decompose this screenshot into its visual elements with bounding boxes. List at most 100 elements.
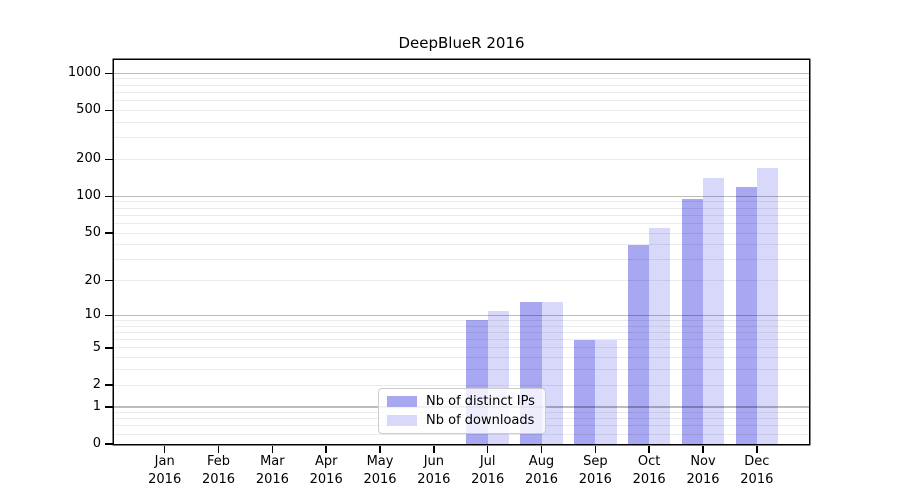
x-tick-month: Jan — [154, 454, 175, 469]
x-tick-year: 2016 — [363, 472, 397, 488]
y-tick-label: 200 — [76, 151, 101, 167]
x-tick-month: Jul — [479, 454, 496, 469]
major-gridline — [114, 195, 809, 198]
y-tick-mark — [105, 347, 113, 349]
bar-downloads — [595, 339, 617, 444]
y-tick-mark — [105, 232, 113, 234]
bar-downloads — [703, 178, 725, 444]
minor-gridline — [114, 84, 809, 86]
x-tick-month: Oct — [637, 454, 661, 469]
minor-gridline — [114, 280, 809, 282]
y-tick-label: 2 — [92, 377, 101, 393]
legend-swatch-downloads-icon — [387, 415, 417, 426]
x-tick-mark — [163, 445, 166, 453]
x-tick-label: Jan 2016 — [130, 453, 200, 489]
y-tick-label: 10 — [84, 307, 101, 323]
y-tick-mark — [105, 195, 113, 198]
bar-distinct-ips — [627, 244, 650, 444]
y-tick-label: 20 — [84, 272, 101, 288]
legend-item-downloads: Nb of downloads — [387, 413, 535, 428]
x-tick-mark — [486, 445, 489, 453]
y-tick-mark — [105, 443, 113, 445]
x-tick-mark — [648, 445, 650, 453]
x-tick-year: 2016 — [471, 472, 505, 488]
x-tick-mark — [433, 445, 435, 453]
bar-distinct-ips — [735, 186, 757, 444]
minor-gridline — [114, 100, 809, 102]
y-tick-mark — [105, 109, 113, 112]
minor-gridline — [114, 78, 809, 80]
minor-gridline — [114, 325, 809, 327]
x-tick-month: Nov — [690, 454, 716, 469]
minor-gridline — [114, 137, 809, 139]
y-tick-mark — [105, 72, 113, 75]
x-tick-month: Dec — [744, 454, 770, 469]
x-tick-label: Feb 2016 — [184, 453, 254, 489]
x-tick-mark — [217, 445, 220, 453]
x-tick-month: Mar — [260, 454, 285, 469]
y-tick-mark — [105, 279, 113, 282]
minor-gridline — [114, 214, 809, 216]
legend: Nb of distinct IPs Nb of downloads — [378, 388, 546, 434]
legend-label-downloads: Nb of downloads — [426, 413, 535, 428]
legend-swatch-distinct-ips-icon — [387, 396, 417, 407]
major-gridline — [114, 314, 809, 317]
x-tick-year: 2016 — [740, 472, 774, 488]
x-tick-month: Apr — [314, 454, 338, 469]
x-tick-year: 2016 — [632, 472, 666, 488]
minor-gridline — [114, 158, 809, 160]
major-gridline — [114, 72, 809, 74]
y-tick-label: 50 — [84, 225, 101, 241]
x-tick-mark — [271, 445, 274, 453]
x-tick-label: Jul 2016 — [453, 453, 523, 489]
x-tick-month: Sep — [583, 454, 608, 469]
x-tick-year: 2016 — [686, 472, 720, 488]
y-tick-label: 100 — [76, 188, 101, 204]
legend-item-distinct-ips: Nb of distinct IPs — [387, 394, 535, 409]
minor-gridline — [114, 201, 809, 203]
x-tick-label: Sep 2016 — [560, 453, 630, 489]
minor-gridline — [114, 222, 809, 224]
bar-downloads — [756, 167, 779, 444]
x-tick-mark — [379, 445, 381, 453]
x-tick-label: Jun 2016 — [399, 453, 469, 489]
minor-gridline — [114, 109, 809, 111]
x-tick-year: 2016 — [309, 472, 343, 488]
bar-downloads — [649, 228, 671, 444]
x-tick-label: Dec 2016 — [722, 453, 792, 489]
minor-gridline — [114, 259, 809, 261]
x-tick-mark — [325, 445, 327, 453]
x-tick-year: 2016 — [148, 472, 182, 488]
y-tick-mark — [105, 406, 113, 408]
minor-gridline — [114, 244, 809, 246]
x-tick-label: Oct 2016 — [614, 453, 684, 489]
y-tick-mark — [105, 384, 113, 386]
x-tick-year: 2016 — [201, 472, 236, 488]
minor-gridline — [114, 369, 809, 371]
x-tick-label: May 2016 — [345, 453, 415, 489]
x-tick-mark — [540, 445, 543, 453]
x-tick-label: Aug 2016 — [507, 453, 577, 489]
bar-downloads — [541, 302, 563, 444]
minor-gridline — [114, 339, 809, 341]
bar-distinct-ips — [681, 199, 703, 444]
x-tick-month: Jun — [423, 454, 444, 469]
y-tick-label: 5 — [92, 339, 101, 355]
x-tick-mark — [756, 445, 758, 453]
minor-gridline — [114, 121, 809, 123]
x-tick-mark — [594, 445, 597, 453]
minor-gridline — [114, 433, 809, 435]
x-tick-label: Nov 2016 — [668, 453, 738, 489]
minor-gridline — [114, 347, 809, 349]
minor-gridline — [114, 331, 809, 333]
x-tick-year: 2016 — [417, 472, 451, 488]
bar-distinct-ips — [574, 339, 596, 444]
legend-label-distinct-ips: Nb of distinct IPs — [426, 394, 535, 409]
x-tick-month: Feb — [207, 454, 231, 469]
y-tick-label: 500 — [76, 102, 101, 118]
x-tick-label: Mar 2016 — [237, 453, 307, 489]
x-tick-year: 2016 — [578, 472, 612, 488]
x-tick-mark — [702, 445, 704, 453]
x-tick-month: Aug — [528, 454, 555, 469]
